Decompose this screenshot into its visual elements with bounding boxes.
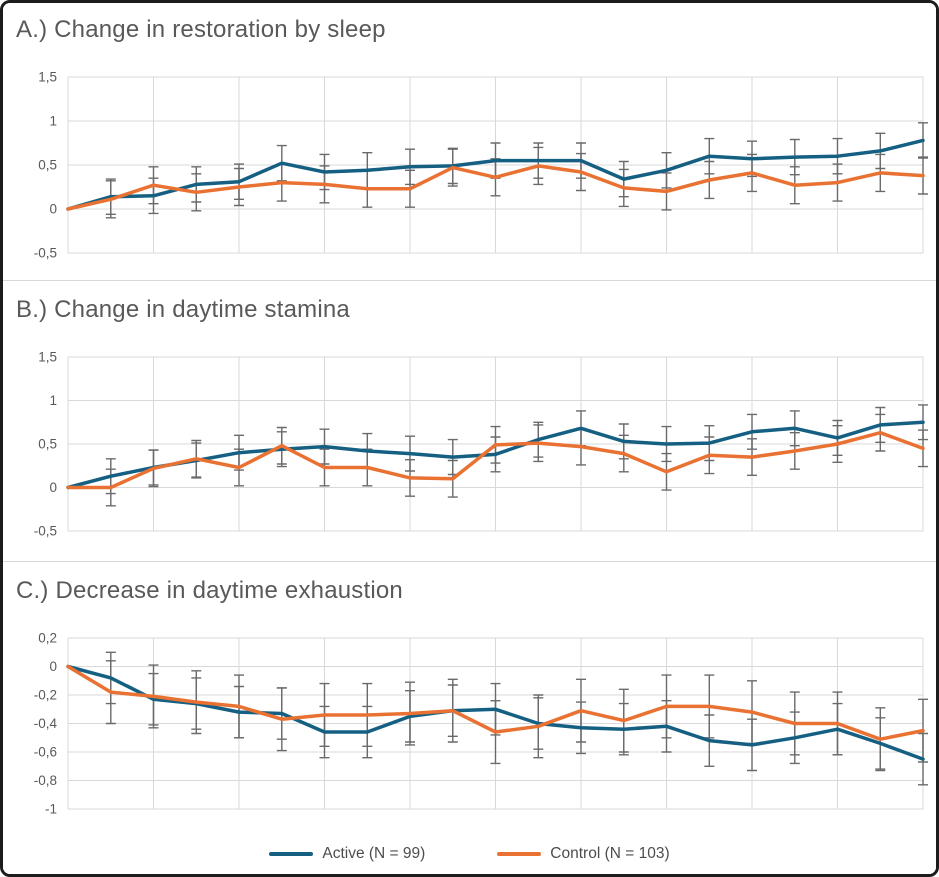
panel-restoration-by-sleep: A.) Change in restoration by sleep 1,5 1 0…	[3, 3, 936, 280]
chart-a-title: A.) Change in restoration by sleep	[16, 16, 386, 43]
svg-text:-1: -1	[45, 802, 57, 817]
legend-item-control: Control (N = 103)	[497, 844, 670, 863]
svg-text:1: 1	[49, 114, 57, 129]
svg-text:1,5: 1,5	[38, 70, 57, 85]
svg-text:0: 0	[49, 480, 57, 495]
legend-label-active: Active (N = 99)	[322, 844, 426, 862]
panel-daytime-exhaustion: C.) Decrease in daytime exhaustion 0,2 0 -…	[3, 561, 936, 825]
control-line-swatch	[497, 851, 542, 856]
legend: Active (N = 99) Control (N = 103)	[3, 825, 936, 874]
svg-text:-0,8: -0,8	[34, 773, 57, 788]
svg-text:0,2: 0,2	[38, 631, 57, 646]
svg-text:0,5: 0,5	[38, 158, 57, 173]
svg-text:1: 1	[49, 393, 57, 408]
svg-text:1,5: 1,5	[38, 350, 57, 365]
chart-c-title: C.) Decrease in daytime exhaustion	[16, 577, 403, 604]
svg-text:-0,6: -0,6	[34, 745, 57, 760]
panel-daytime-stamina: B.) Change in daytime stamina 1,5 1 0,5 0 -0…	[3, 280, 936, 561]
svg-text:0: 0	[49, 659, 57, 674]
legend-item-active: Active (N = 99)	[269, 845, 425, 863]
chart-a-plot: 1,5 1 0,5 0 -0,5	[34, 70, 928, 261]
chart-c-plot: 0,2 0 -0,2 -0,4 -0,6 -0,8 -1	[34, 631, 928, 817]
chart-b-title: B.) Change in daytime stamina	[16, 296, 350, 323]
svg-text:0,5: 0,5	[38, 437, 57, 452]
chart-b-plot: 1,5 1 0,5 0 -0,5	[34, 350, 928, 539]
svg-text:-0,5: -0,5	[34, 246, 57, 261]
active-line-swatch	[269, 851, 314, 856]
svg-text:-0,5: -0,5	[34, 524, 57, 539]
svg-text:0: 0	[49, 202, 57, 217]
legend-label-control: Control (N = 103)	[550, 844, 670, 862]
svg-text:-0,2: -0,2	[34, 688, 57, 703]
svg-text:-0,4: -0,4	[34, 716, 58, 731]
